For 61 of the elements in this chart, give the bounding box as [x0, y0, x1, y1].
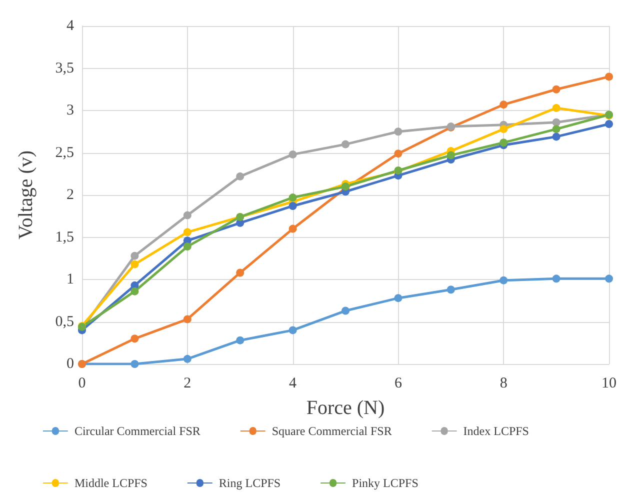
point — [500, 138, 508, 147]
point — [500, 100, 508, 109]
point — [394, 150, 402, 158]
y-tick-label: 3 — [66, 102, 74, 118]
legend-label: Ring LCPFS — [218, 476, 281, 490]
point — [183, 228, 192, 236]
point — [288, 326, 297, 334]
legend-label: Pinky LCPFS — [352, 476, 418, 490]
point — [236, 336, 244, 344]
point — [183, 211, 192, 220]
point — [500, 125, 508, 134]
y-tick-label: 0 — [66, 356, 74, 372]
point — [288, 150, 297, 158]
point — [236, 172, 244, 180]
x-tick-label: 0 — [78, 376, 86, 392]
point — [552, 85, 560, 94]
point — [394, 294, 402, 302]
point — [183, 242, 192, 251]
y-tick-label: 2,5 — [55, 144, 74, 161]
legend-label: Circular Commercial FSR — [74, 424, 200, 438]
point — [552, 125, 560, 134]
y-tick-label: 2 — [66, 187, 74, 203]
point — [183, 315, 192, 324]
point — [130, 287, 139, 296]
point — [288, 224, 297, 233]
point — [342, 306, 350, 315]
x-tick-label: 2 — [184, 376, 192, 392]
y-tick-label: 1 — [66, 272, 74, 288]
y-tick-label: 0,5 — [55, 314, 74, 330]
point — [130, 260, 139, 268]
point — [552, 274, 560, 283]
point — [236, 268, 244, 277]
x-tick-label: 6 — [394, 376, 402, 392]
point — [552, 118, 560, 126]
y-tick-label: 4 — [66, 18, 74, 34]
point — [446, 151, 455, 160]
x-axis-title: Force (N) — [306, 397, 385, 419]
point — [394, 128, 402, 136]
legend-label: Index LCPFS — [463, 424, 529, 438]
x-tick-label: 8 — [500, 376, 508, 392]
point — [605, 274, 613, 283]
y-tick-label: 3,5 — [55, 60, 74, 76]
legend-label: Square Commercial FSR — [272, 424, 392, 438]
point — [288, 194, 297, 202]
legend-label: Middle LCPFS — [74, 476, 148, 490]
point — [446, 286, 455, 294]
x-tick-label: 10 — [602, 376, 616, 392]
point — [130, 252, 139, 260]
point — [605, 120, 613, 128]
point — [130, 360, 139, 368]
point — [552, 132, 560, 141]
point — [288, 202, 297, 210]
y-tick-label: 1,5 — [55, 229, 74, 246]
point — [605, 72, 613, 81]
point — [342, 140, 350, 148]
y-axis-title: Voltage (v) — [15, 150, 37, 240]
point — [183, 354, 192, 363]
point — [500, 276, 508, 284]
x-tick-label: 4 — [289, 376, 298, 392]
point — [130, 334, 139, 343]
point — [552, 104, 560, 112]
